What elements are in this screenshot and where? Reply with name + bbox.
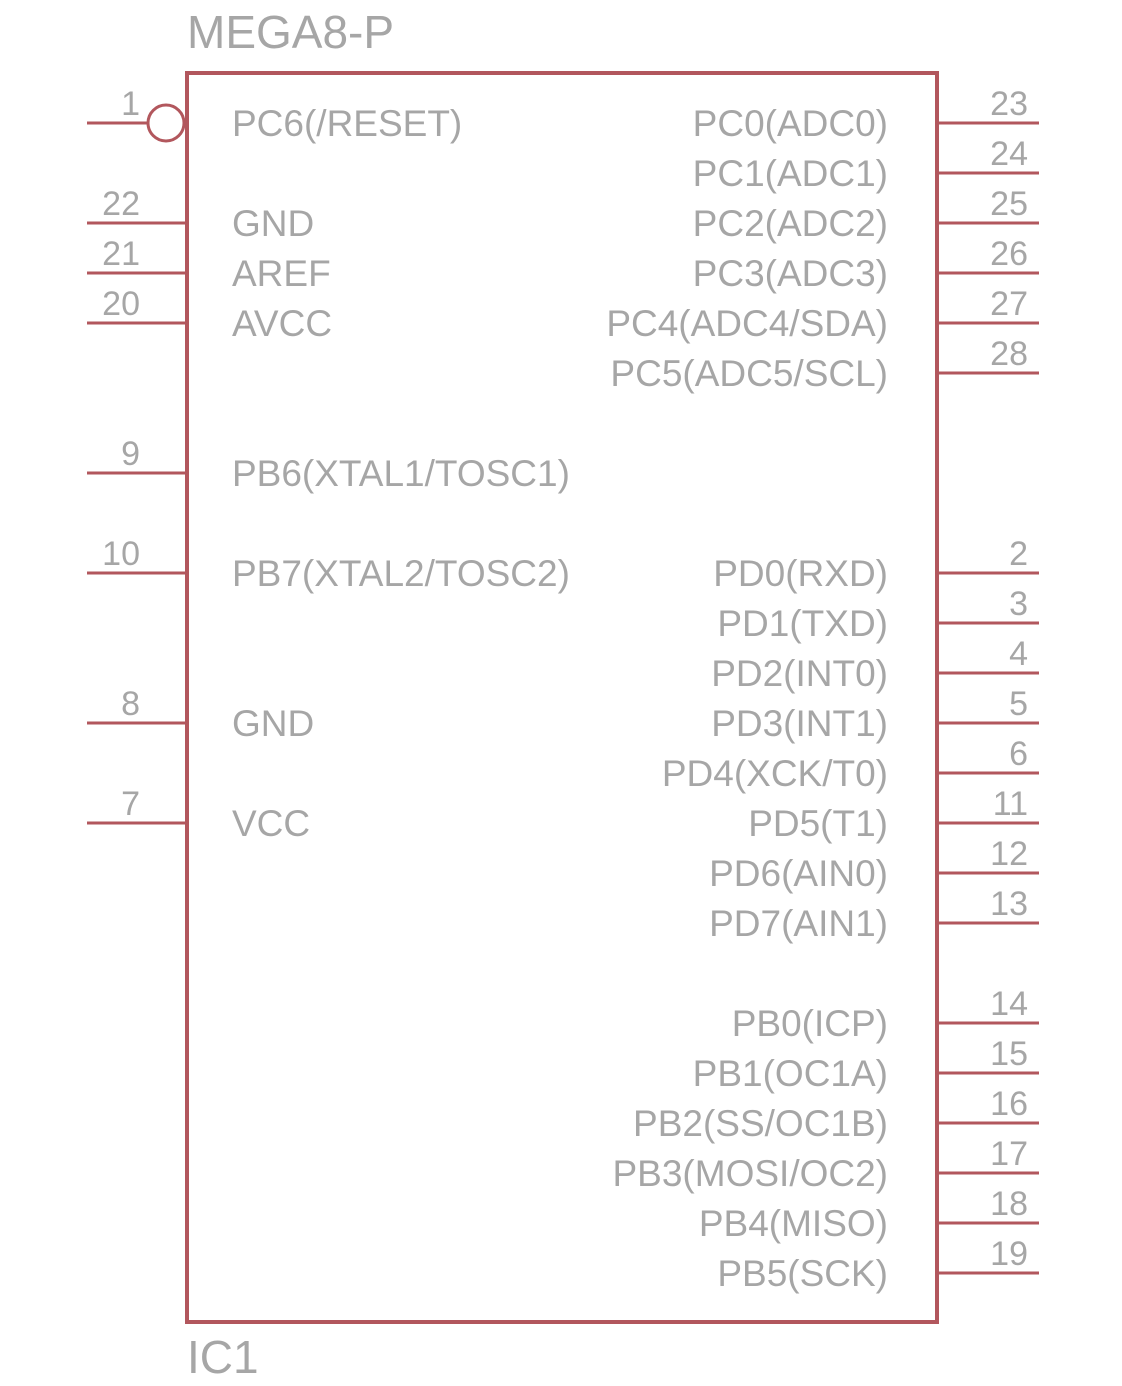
pin-right: 15 PB1(OC1A)	[693, 1035, 1039, 1094]
pin-number: 7	[121, 785, 140, 823]
pin-label: PD1(TXD)	[717, 603, 888, 644]
pin-label: AREF	[232, 253, 331, 294]
pin-number: 10	[102, 535, 140, 573]
pin-label: PB4(MISO)	[699, 1203, 888, 1244]
pin-label: PB2(SS/OC1B)	[633, 1103, 888, 1144]
pin-label: PB0(ICP)	[732, 1003, 888, 1044]
pin-number: 19	[990, 1235, 1028, 1273]
pin-left: 21 AREF	[87, 235, 331, 294]
pin-right: 5 PD3(INT1)	[711, 685, 1039, 744]
pin-number: 8	[121, 685, 140, 723]
pin-number: 21	[102, 235, 140, 273]
pin-number: 17	[990, 1135, 1028, 1173]
pin-number: 14	[990, 985, 1028, 1023]
pin-number: 9	[121, 435, 140, 473]
pin-right: 3 PD1(TXD)	[717, 585, 1039, 644]
pin-label: PC0(ADC0)	[693, 103, 888, 144]
pin-right: 14 PB0(ICP)	[732, 985, 1039, 1044]
left-pins: 1 PC6(/RESET) 22 GND 21 AREF 20 AVCC 9 PB6(XTAL1/…	[87, 85, 570, 844]
pin-number: 4	[1009, 635, 1028, 673]
pin-label: PC5(ADC5/SCL)	[610, 353, 888, 394]
pin-number: 22	[102, 185, 140, 223]
pin-right: 26 PC3(ADC3)	[693, 235, 1039, 294]
pin-label: PD2(INT0)	[711, 653, 888, 694]
pin-number: 15	[990, 1035, 1028, 1073]
pin-number: 27	[990, 285, 1028, 323]
pin-right: 16 PB2(SS/OC1B)	[633, 1085, 1039, 1144]
pin-label: PB6(XTAL1/TOSC1)	[232, 453, 570, 494]
pin-number: 20	[102, 285, 140, 323]
pin-label: VCC	[232, 803, 310, 844]
pin-label: PC2(ADC2)	[693, 203, 888, 244]
inverted-bubble	[146, 103, 186, 143]
pin-label: PD5(T1)	[748, 803, 888, 844]
pin-label: PD7(AIN1)	[709, 903, 888, 944]
pin-number: 25	[990, 185, 1028, 223]
pin-number: 2	[1009, 535, 1028, 573]
ref-designator: IC1	[187, 1331, 259, 1383]
pin-label: PC3(ADC3)	[693, 253, 888, 294]
ic-body	[185, 71, 939, 1324]
pin-number: 3	[1009, 585, 1028, 623]
pin-right: 19 PB5(SCK)	[717, 1235, 1039, 1294]
pin-right: 2 PD0(RXD)	[713, 535, 1039, 594]
pin-left: 9 PB6(XTAL1/TOSC1)	[87, 435, 570, 494]
pin-number: 16	[990, 1085, 1028, 1123]
pin-left: 22 GND	[87, 185, 314, 244]
pin-number: 5	[1009, 685, 1028, 723]
pin-number: 18	[990, 1185, 1028, 1223]
pin-left: 10 PB7(XTAL2/TOSC2)	[87, 535, 570, 594]
pin-label: AVCC	[232, 303, 332, 344]
pin-label: GND	[232, 203, 314, 244]
pin-left: 8 GND	[87, 685, 314, 744]
pin-right: 25 PC2(ADC2)	[693, 185, 1039, 244]
part-name: MEGA8-P	[187, 6, 394, 58]
pin-label: PC6(/RESET)	[232, 103, 462, 144]
pin-right: 17 PB3(MOSI/OC2)	[613, 1135, 1039, 1194]
pin-label: PB1(OC1A)	[693, 1053, 888, 1094]
pin-label: PC4(ADC4/SDA)	[606, 303, 888, 344]
pin-label: PC1(ADC1)	[693, 153, 888, 194]
pin-left: 20 AVCC	[87, 285, 332, 344]
pin-label: PD6(AIN0)	[709, 853, 888, 894]
pin-label: PD3(INT1)	[711, 703, 888, 744]
pin-right: 6 PD4(XCK/T0)	[662, 735, 1039, 794]
pin-number: 1	[121, 85, 140, 123]
pin-right: 18 PB4(MISO)	[699, 1185, 1039, 1244]
pin-right: 13 PD7(AIN1)	[709, 885, 1039, 944]
pin-number: 12	[990, 835, 1028, 873]
pin-left: 1 PC6(/RESET)	[87, 85, 462, 144]
pin-right: 4 PD2(INT0)	[711, 635, 1039, 694]
pin-right: 24 PC1(ADC1)	[693, 135, 1039, 194]
pin-right: 28 PC5(ADC5/SCL)	[610, 335, 1039, 394]
pin-right: 12 PD6(AIN0)	[709, 835, 1039, 894]
right-pins: 23PC0(ADC0)24PC1(ADC1)25PC2(ADC2)26PC3(A…	[606, 85, 1039, 1294]
pin-number: 23	[990, 85, 1028, 123]
pin-label: PD0(RXD)	[713, 553, 888, 594]
pin-number: 26	[990, 235, 1028, 273]
pin-left: 7 VCC	[87, 785, 310, 844]
pin-number: 24	[990, 135, 1028, 173]
pin-label: PB5(SCK)	[717, 1253, 888, 1294]
pin-right: 23 PC0(ADC0)	[693, 85, 1039, 144]
pin-label: PB3(MOSI/OC2)	[613, 1153, 889, 1194]
pin-label: PB7(XTAL2/TOSC2)	[232, 553, 570, 594]
pin-label: GND	[232, 703, 314, 744]
pin-right: 11 PD5(T1)	[748, 785, 1039, 844]
pin-right: 27 PC4(ADC4/SDA)	[606, 285, 1039, 344]
pin-number: 13	[990, 885, 1028, 923]
pin-number: 11	[993, 785, 1028, 823]
pin-label: PD4(XCK/T0)	[662, 753, 888, 794]
pin-number: 6	[1009, 735, 1028, 773]
pin-number: 28	[990, 335, 1028, 373]
